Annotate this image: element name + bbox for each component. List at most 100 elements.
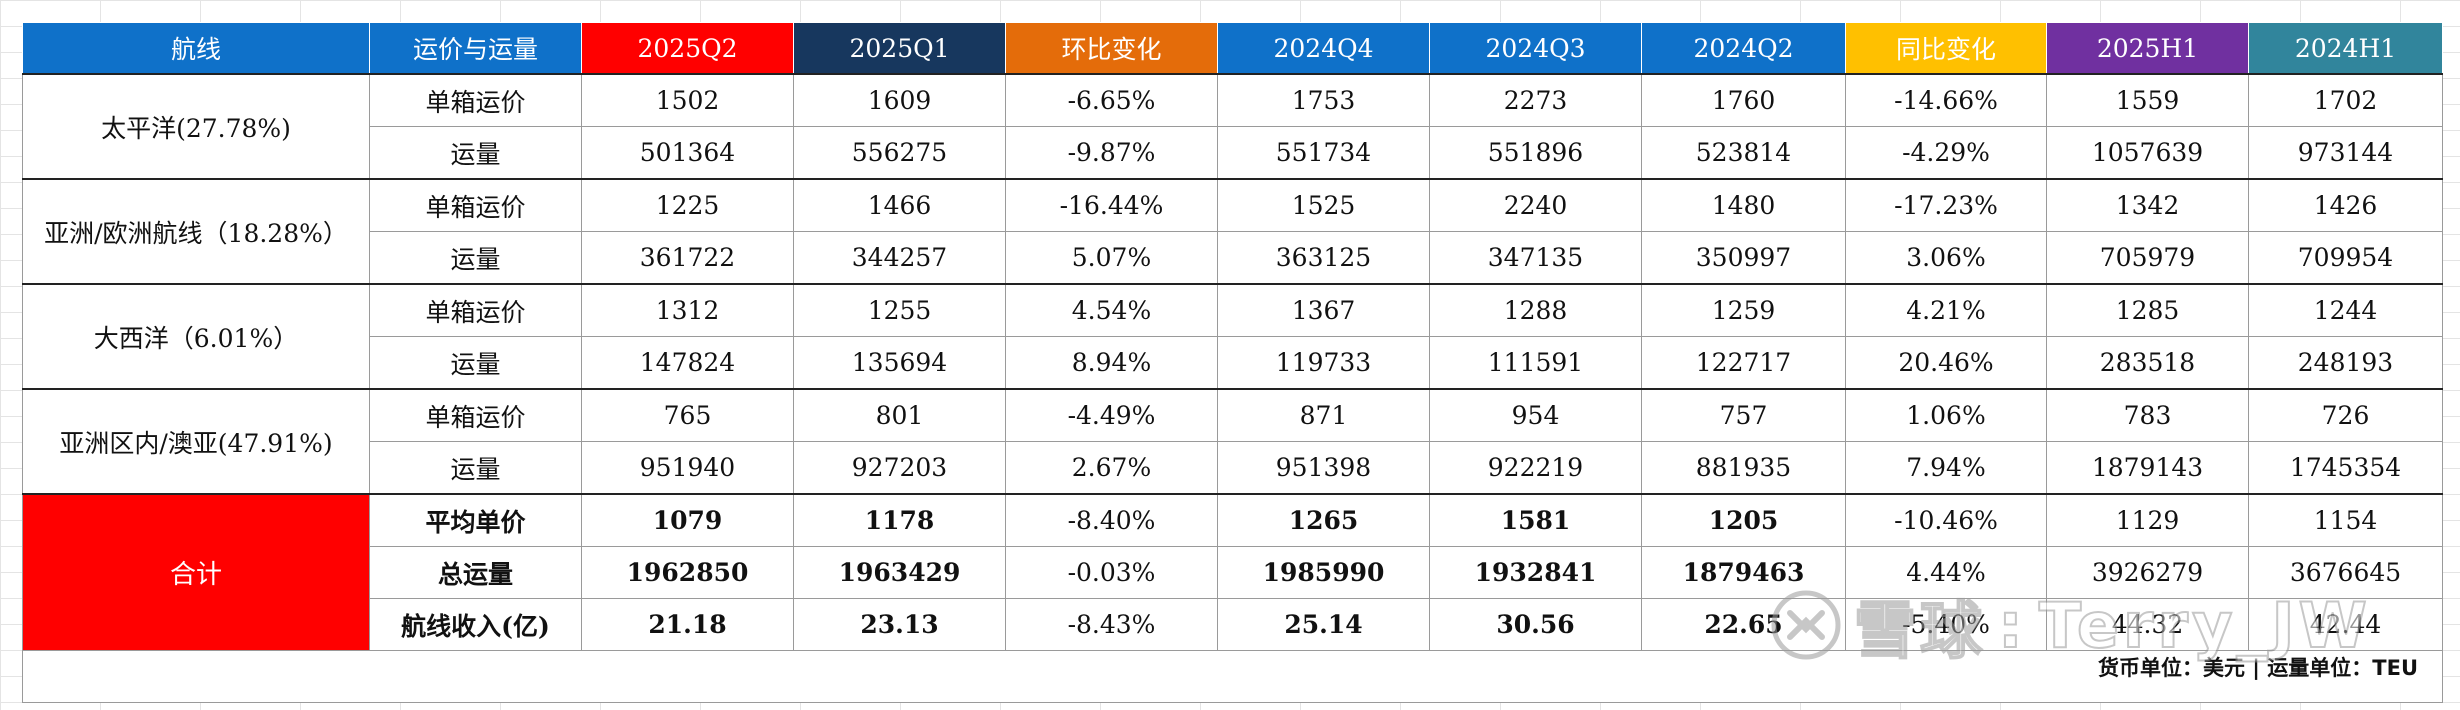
total-value-cell: 22.65 — [1641, 598, 1846, 651]
value-cell: 4.21% — [1845, 283, 2047, 337]
total-metric-cell: 航线收入(亿) — [369, 598, 582, 651]
value-cell: 523814 — [1641, 126, 1846, 180]
total-value-cell: 3676645 — [2248, 546, 2443, 599]
total-value-cell: -10.46% — [1845, 493, 2047, 547]
value-cell: 783 — [2046, 388, 2249, 442]
route-name-cell: 亚洲/欧洲航线（18.28%） — [22, 178, 370, 285]
value-cell: 135694 — [793, 336, 1006, 390]
value-cell: 4.54% — [1005, 283, 1218, 337]
total-value-cell: 30.56 — [1429, 598, 1642, 651]
value-cell: 1702 — [2248, 73, 2443, 127]
value-cell: 973144 — [2248, 126, 2443, 180]
value-cell: 111591 — [1429, 336, 1642, 390]
value-cell: 248193 — [2248, 336, 2443, 390]
total-value-cell: 42.44 — [2248, 598, 2443, 651]
value-cell: 1559 — [2046, 73, 2249, 127]
table-row: 亚洲区内/澳亚(47.91%) 单箱运价 765 801 -4.49% 871 954 757… — [22, 388, 2443, 495]
total-metric-cell: 平均单价 — [369, 493, 582, 547]
metric-cell: 单箱运价 — [369, 283, 582, 337]
header-row: 航线 运价与运量 2025Q2 2025Q1 环比变化 2024Q4 2024Q3 2024Q… — [22, 22, 2443, 75]
value-cell: 1745354 — [2248, 441, 2443, 495]
value-cell: 344257 — [793, 231, 1006, 285]
value-cell: -4.29% — [1845, 126, 2047, 180]
total-value-cell: 3926279 — [2046, 546, 2249, 599]
value-cell: 871 — [1217, 388, 1430, 442]
footer-row: 货币单位：美元 | 运量单位：TEU — [22, 650, 2443, 703]
value-cell: 927203 — [793, 441, 1006, 495]
value-cell: 1312 — [581, 283, 794, 337]
value-cell: 1879143 — [2046, 441, 2249, 495]
footer-cell: 货币单位：美元 | 运量单位：TEU — [22, 650, 2443, 703]
value-cell: 347135 — [1429, 231, 1642, 285]
total-row: 总运量 1962850 1963429 -0.03% 1985990 1932841 187… — [23, 546, 2443, 599]
header-cell-9: 2025H1 — [2046, 22, 2249, 75]
total-value-cell: 21.18 — [581, 598, 794, 651]
value-cell: 1502 — [581, 73, 794, 127]
value-cell: 1525 — [1217, 178, 1430, 232]
value-cell: 1.06% — [1845, 388, 2047, 442]
total-value-cell: 1265 — [1217, 493, 1430, 547]
value-cell: 709954 — [2248, 231, 2443, 285]
total-value-cell: 1154 — [2248, 493, 2443, 547]
value-cell: 1225 — [581, 178, 794, 232]
total-value-cell: 1581 — [1429, 493, 1642, 547]
metric-cell: 运量 — [369, 126, 582, 180]
value-cell: 951940 — [581, 441, 794, 495]
metric-cell: 单箱运价 — [369, 388, 582, 442]
header-cell-1: 运价与运量 — [369, 22, 582, 75]
value-cell: 122717 — [1641, 336, 1846, 390]
table-row: 亚洲/欧洲航线（18.28%） 单箱运价 1225 1466 -16.44% 1525 22… — [22, 178, 2443, 285]
value-cell: 361722 — [581, 231, 794, 285]
total-value-cell: 23.13 — [793, 598, 1006, 651]
value-cell: -4.49% — [1005, 388, 1218, 442]
value-cell: -17.23% — [1845, 178, 2047, 232]
value-cell: 881935 — [1641, 441, 1846, 495]
value-cell: 2273 — [1429, 73, 1642, 127]
value-cell: 363125 — [1217, 231, 1430, 285]
total-value-cell: -0.03% — [1005, 546, 1218, 599]
value-cell: 551896 — [1429, 126, 1642, 180]
table-row: 运量 951940 927203 2.67% 951398 922219 881935 7.9… — [23, 441, 2443, 495]
value-cell: 7.94% — [1845, 441, 2047, 495]
total-value-cell: 25.14 — [1217, 598, 1430, 651]
metric-cell: 单箱运价 — [369, 178, 582, 232]
value-cell: 726 — [2248, 388, 2443, 442]
header-cell-5: 2024Q4 — [1217, 22, 1430, 75]
table-row: 太平洋(27.78%) 单箱运价 1502 1609 -6.65% 1753 2273 176… — [22, 73, 2443, 180]
value-cell: 2240 — [1429, 178, 1642, 232]
total-value-cell: 1932841 — [1429, 546, 1642, 599]
value-cell: -16.44% — [1005, 178, 1218, 232]
value-cell: 501364 — [581, 126, 794, 180]
table-row: 大西洋（6.01%） 单箱运价 1312 1255 4.54% 1367 1288 1259 4… — [22, 283, 2443, 390]
header-cell-2: 2025Q2 — [581, 22, 794, 75]
total-value-cell: 1205 — [1641, 493, 1846, 547]
shipping-route-table: 航线 运价与运量 2025Q2 2025Q1 环比变化 2024Q4 2024Q3 2024Q… — [22, 22, 2443, 703]
value-cell: 1244 — [2248, 283, 2443, 337]
metric-cell: 运量 — [369, 336, 582, 390]
value-cell: 556275 — [793, 126, 1006, 180]
value-cell: 1426 — [2248, 178, 2443, 232]
value-cell: 119733 — [1217, 336, 1430, 390]
total-row: 航线收入(亿) 21.18 23.13 -8.43% 25.14 30.56 22.65 -5… — [23, 598, 2443, 651]
table-row: 运量 361722 344257 5.07% 363125 347135 350997 3.0… — [23, 231, 2443, 285]
value-cell: 954 — [1429, 388, 1642, 442]
total-value-cell: 1985990 — [1217, 546, 1430, 599]
value-cell: 5.07% — [1005, 231, 1218, 285]
unit-note: 货币单位：美元 | 运量单位：TEU — [2097, 656, 2418, 680]
metric-cell: 运量 — [369, 231, 582, 285]
value-cell: 551734 — [1217, 126, 1430, 180]
value-cell: 1255 — [793, 283, 1006, 337]
value-cell: 283518 — [2046, 336, 2249, 390]
total-metric-cell: 总运量 — [369, 546, 582, 599]
value-cell: 801 — [793, 388, 1006, 442]
total-value-cell: 1962850 — [581, 546, 794, 599]
value-cell: 951398 — [1217, 441, 1430, 495]
value-cell: -9.87% — [1005, 126, 1218, 180]
header-cell-10: 2024H1 — [2248, 22, 2443, 75]
value-cell: 705979 — [2046, 231, 2249, 285]
header-cell-8: 同比变化 — [1845, 22, 2047, 75]
route-name-cell: 亚洲区内/澳亚(47.91%) — [22, 388, 370, 495]
table-body: 太平洋(27.78%) 单箱运价 1502 1609 -6.65% 1753 2273 176… — [22, 73, 2443, 703]
header-cell-3: 2025Q1 — [793, 22, 1006, 75]
value-cell: 1285 — [2046, 283, 2249, 337]
